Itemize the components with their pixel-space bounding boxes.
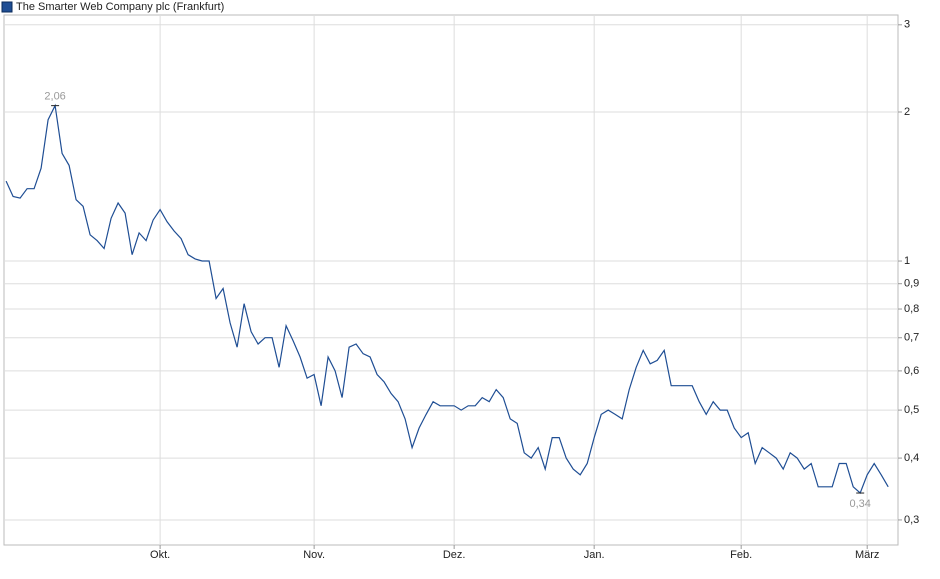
x-tick-label: Feb. [730,549,752,561]
chart-title: The Smarter Web Company plc (Frankfurt) [16,1,224,13]
y-tick-label: 2 [904,106,910,118]
annotation: 2,06 [44,91,65,103]
y-tick-label: 0,4 [904,452,919,464]
x-tick-label: Okt. [150,549,170,561]
y-tick-label: 0,9 [904,278,919,290]
plot-frame [3,14,899,546]
x-tick-label: Dez. [443,549,466,561]
y-tick-label: 0,7 [904,332,919,344]
legend-swatch [1,1,13,13]
x-tick-label: Jan. [584,549,605,561]
x-tick-label: März [855,549,879,561]
y-tick-label: 1 [904,255,910,267]
y-tick-label: 0,6 [904,365,919,377]
y-tick-label: 0,5 [904,404,919,416]
x-tick-label: Nov. [303,549,325,561]
y-tick-label: 0,3 [904,514,919,526]
price-line [5,103,889,495]
annotation: 0,34 [849,498,870,510]
y-tick-label: 3 [904,19,910,31]
y-tick-label: 0,8 [904,303,919,315]
